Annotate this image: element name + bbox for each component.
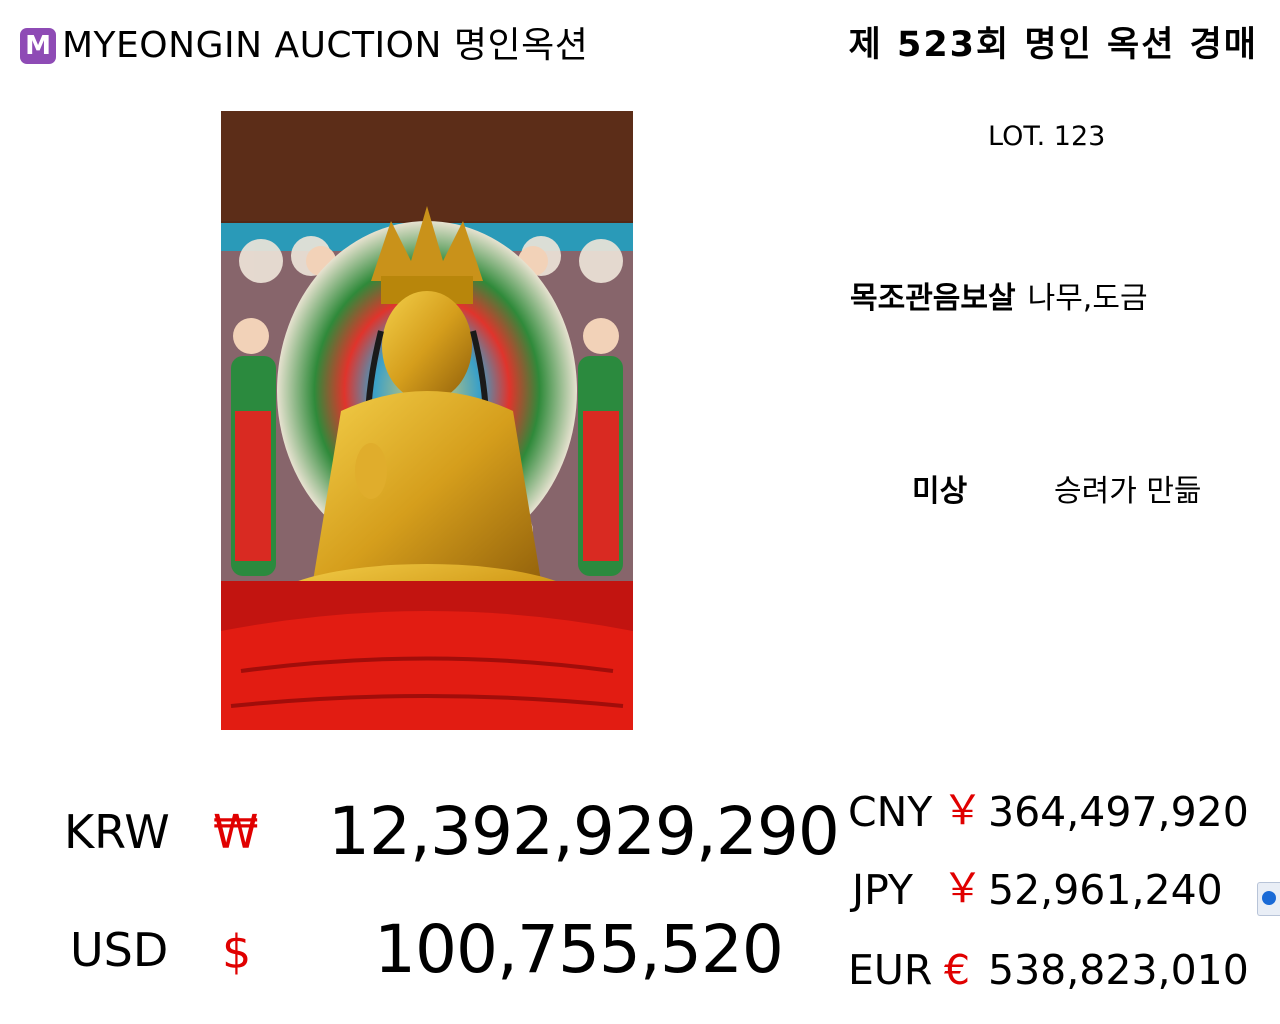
currency-symbol: ₩ [213, 805, 259, 859]
maker-value: 승려가 만듦 [1054, 474, 1202, 509]
lot-number: LOT. 123 [988, 121, 1106, 152]
currency-code: KRW [64, 805, 170, 859]
price-amount: 100,755,520 [374, 911, 784, 988]
auction-title: 제 523회 명인 옥션 경매 [848, 25, 1258, 65]
item-description: 목조관음보살 나무,도금 [850, 280, 1148, 318]
currency-symbol: ￥ [942, 786, 983, 834]
lot-photo [221, 111, 633, 730]
maker-label: 미상 [912, 474, 968, 509]
currency-symbol: ￥ [942, 864, 983, 912]
currency-symbol: $ [222, 925, 252, 979]
price-amount: 538,823,010 [988, 946, 1249, 994]
price-amount: 12,392,929,290 [328, 793, 840, 870]
currency-code: JPY [852, 866, 913, 914]
currency-symbol: € [944, 946, 971, 994]
item-name: 목조관음보살 [850, 281, 1016, 316]
logo-icon: M [20, 28, 56, 64]
teamviewer-icon[interactable] [1257, 882, 1280, 916]
price-amount: 52,961,240 [988, 866, 1223, 914]
price-amount: 364,497,920 [988, 788, 1249, 836]
item-material: 나무,도금 [1027, 281, 1148, 316]
currency-code: USD [70, 923, 169, 977]
currency-code: EUR [848, 946, 933, 994]
currency-code: CNY [848, 788, 933, 836]
brand-name: MYEONGIN AUCTION 명인옥션 [62, 25, 589, 66]
